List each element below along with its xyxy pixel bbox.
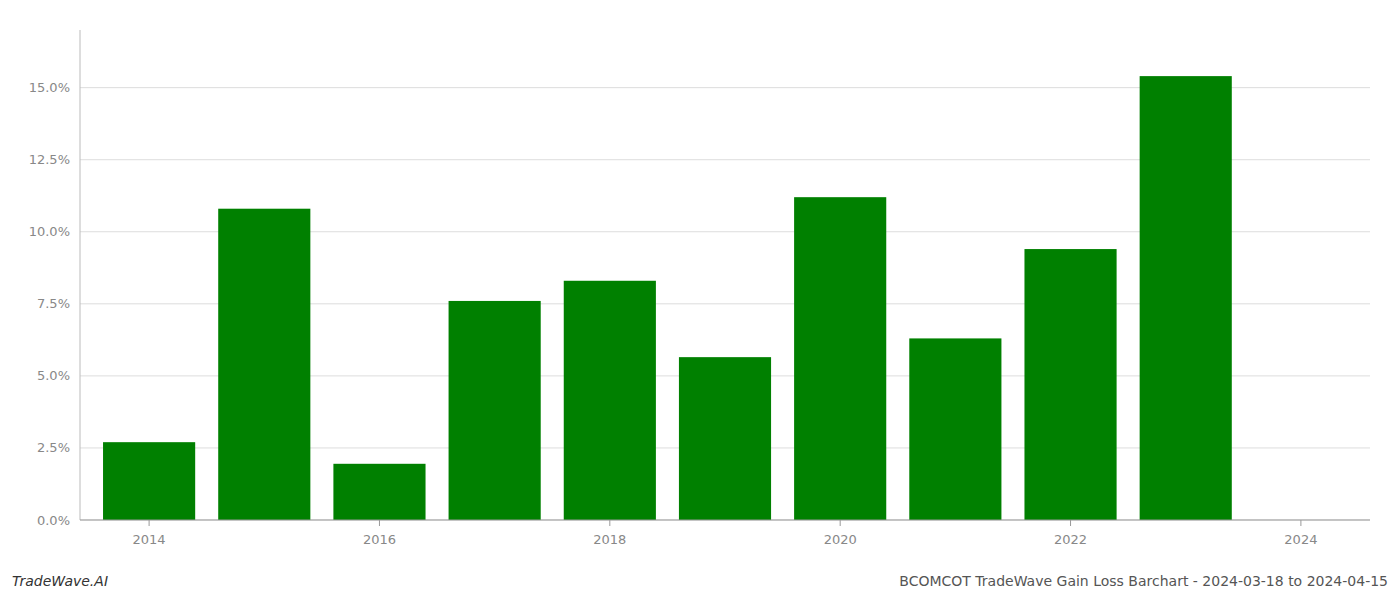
y-tick-label: 2.5% (37, 440, 70, 455)
bar (1140, 76, 1232, 520)
footer-left: TradeWave.AI (12, 573, 108, 589)
y-tick-label: 12.5% (29, 152, 70, 167)
bars (103, 76, 1232, 520)
y-tick-label: 7.5% (37, 296, 70, 311)
bar (449, 301, 541, 520)
bar (679, 357, 771, 520)
x-tick-label: 2024 (1284, 532, 1317, 547)
grid-line (80, 520, 1370, 521)
x-tick-label: 2020 (824, 532, 857, 547)
x-tick (1070, 520, 1071, 526)
bar (564, 281, 656, 520)
y-tick-label: 5.0% (37, 368, 70, 383)
x-tick (149, 520, 150, 526)
bar (218, 209, 310, 520)
footer-right: BCOMCOT TradeWave Gain Loss Barchart - 2… (899, 573, 1388, 589)
bar (909, 338, 1001, 520)
chart-container: 2014 2016 2018 2020 2022 2024 0.0% 2.5% 5.0% 7.5%… (0, 0, 1400, 600)
y-axis-line (80, 30, 81, 520)
y-tick-label: 10.0% (29, 224, 70, 239)
y-tick-label: 0.0% (37, 513, 70, 528)
bar (103, 442, 195, 520)
chart-svg: 2014 2016 2018 2020 2022 2024 0.0% 2.5% 5.0% 7.5%… (0, 0, 1400, 600)
y-axis: 0.0% 2.5% 5.0% 7.5% 10.0% 12.5% 15.0% (29, 80, 70, 527)
bar (333, 464, 425, 520)
x-axis: 2014 2016 2018 2020 2022 2024 (80, 520, 1370, 547)
x-tick (840, 520, 841, 526)
x-tick (379, 520, 380, 526)
x-tick-label: 2018 (593, 532, 626, 547)
bar (794, 197, 886, 520)
x-tick-label: 2016 (363, 532, 396, 547)
x-tick (1300, 520, 1301, 526)
x-tick-label: 2022 (1054, 532, 1087, 547)
x-axis-line (80, 520, 1370, 521)
y-tick-label: 15.0% (29, 80, 70, 95)
x-tick (609, 520, 610, 526)
bar (1024, 249, 1116, 520)
x-tick-label: 2014 (133, 532, 166, 547)
